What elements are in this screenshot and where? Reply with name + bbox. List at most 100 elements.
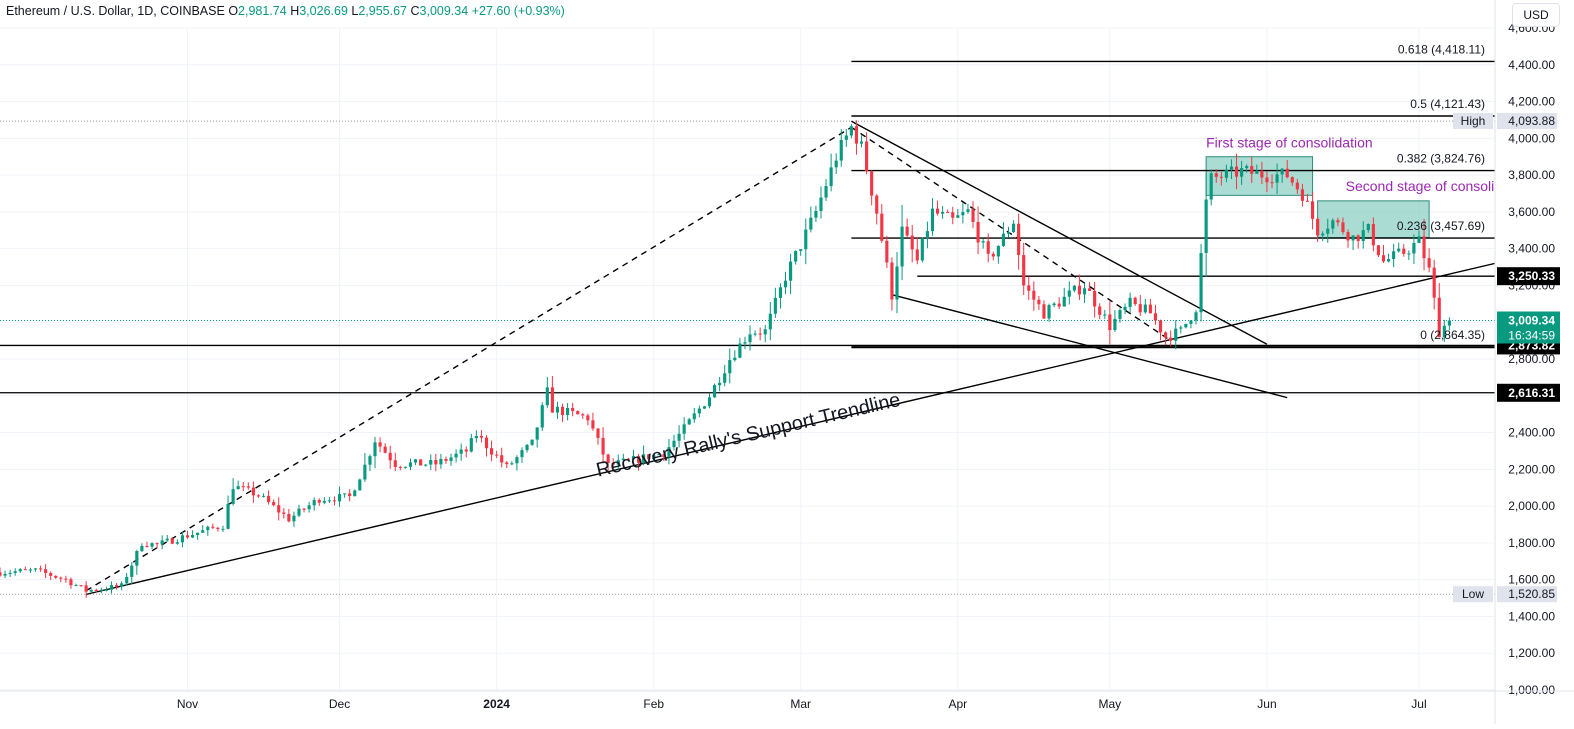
candle-body [44,569,48,574]
candle-body [956,215,960,218]
candle-body [718,382,722,386]
high-value: 3,026.69 [299,4,348,18]
candle-body [125,576,129,584]
candle-body [981,241,985,243]
candle-body [535,427,539,440]
candle-body [778,287,783,298]
candle-body [520,450,524,458]
candle-body [1336,220,1340,223]
candle-body [439,458,443,465]
currency-button[interactable]: USD [1512,3,1560,27]
trendline [85,262,1496,596]
candle-body [1366,224,1370,231]
candle-body [84,585,88,592]
candle-body [819,197,823,211]
extreme-label: High [1461,114,1486,128]
candle-body [449,457,453,461]
candle-body [621,458,625,461]
candle-body [378,442,382,447]
candle-body [576,411,580,415]
trendline [851,126,1172,342]
candle-body [241,486,245,488]
candle-body [1427,258,1431,268]
fib-0.5-label: 0.5 (4,121.43) [1410,97,1485,111]
candle-body [1143,304,1147,313]
candle-body [261,495,266,497]
candle-body [1138,304,1142,313]
extreme-label-bg [1453,113,1493,130]
candle-body [799,249,803,251]
low-label: L [351,4,359,18]
candle-body [910,235,914,250]
candle-body [966,209,970,212]
candle-body [226,503,230,529]
trendlines [85,120,1496,596]
candle-body [317,500,321,503]
candle-body [150,543,154,547]
candle-body [114,585,119,587]
candle-body [363,464,367,480]
candle-body [180,535,185,543]
y-tick-label: 2,200.00 [1508,462,1555,476]
candle-body [1067,290,1071,297]
open-label: O [228,4,239,18]
candle-body [1093,290,1097,307]
candle-body [0,572,2,576]
candle-body [1057,303,1061,307]
candle-body [1422,236,1426,259]
candle-body [1214,173,1218,177]
candle-body [753,333,757,335]
candle-body [94,589,98,591]
candle-body [1417,236,1421,244]
candle-body [343,493,347,495]
candle-body [49,573,53,576]
candle-body [885,240,889,263]
price-tag-label: 3,250.33 [1508,269,1555,283]
candle-body [566,407,570,416]
candle-body [1108,314,1112,331]
candle-body [880,213,884,241]
y-tick-label: 1,200.00 [1508,646,1555,660]
candle-body [109,585,114,590]
extreme-value: 4,093.88 [1508,114,1555,128]
candle-body [733,357,737,361]
candle-body [1179,327,1183,329]
y-tick-label: 1,800.00 [1508,536,1555,550]
fib-0-label: 0 (2,864.35) [1420,328,1485,342]
candle-body [1321,233,1325,236]
candle-body [1224,169,1228,178]
candle-body [1305,200,1310,202]
extreme-label-bg [1453,586,1493,603]
candle-body [875,195,879,214]
extreme-tag-bg [1497,586,1557,603]
candle-body [1437,297,1441,338]
candle-body [1199,253,1203,313]
candle-body [1148,304,1152,314]
candle-body [900,226,904,267]
candle-body [1047,305,1051,319]
consolidation-label: Second stage of consolidation [1346,178,1533,194]
y-tick-label: 3,600.00 [1508,205,1555,219]
candle-body [1285,168,1289,178]
candle-body [1153,313,1158,321]
candle-body [403,466,407,468]
candle-body [155,543,159,545]
candle-body [353,490,357,497]
candle-body [697,408,701,414]
candle-body [38,568,43,570]
candle-body [829,167,833,187]
candle-body [18,569,22,572]
candle-body [743,342,747,344]
candle-body [636,456,641,463]
candle-body [1001,233,1005,246]
candle-body [1250,166,1254,174]
candle-body [1407,253,1411,255]
candle-body [1402,248,1406,254]
candle-body [368,456,372,465]
candle-body [540,405,544,428]
candle-body [1011,223,1016,233]
candle-body [667,447,671,458]
candle-body [1397,248,1401,252]
